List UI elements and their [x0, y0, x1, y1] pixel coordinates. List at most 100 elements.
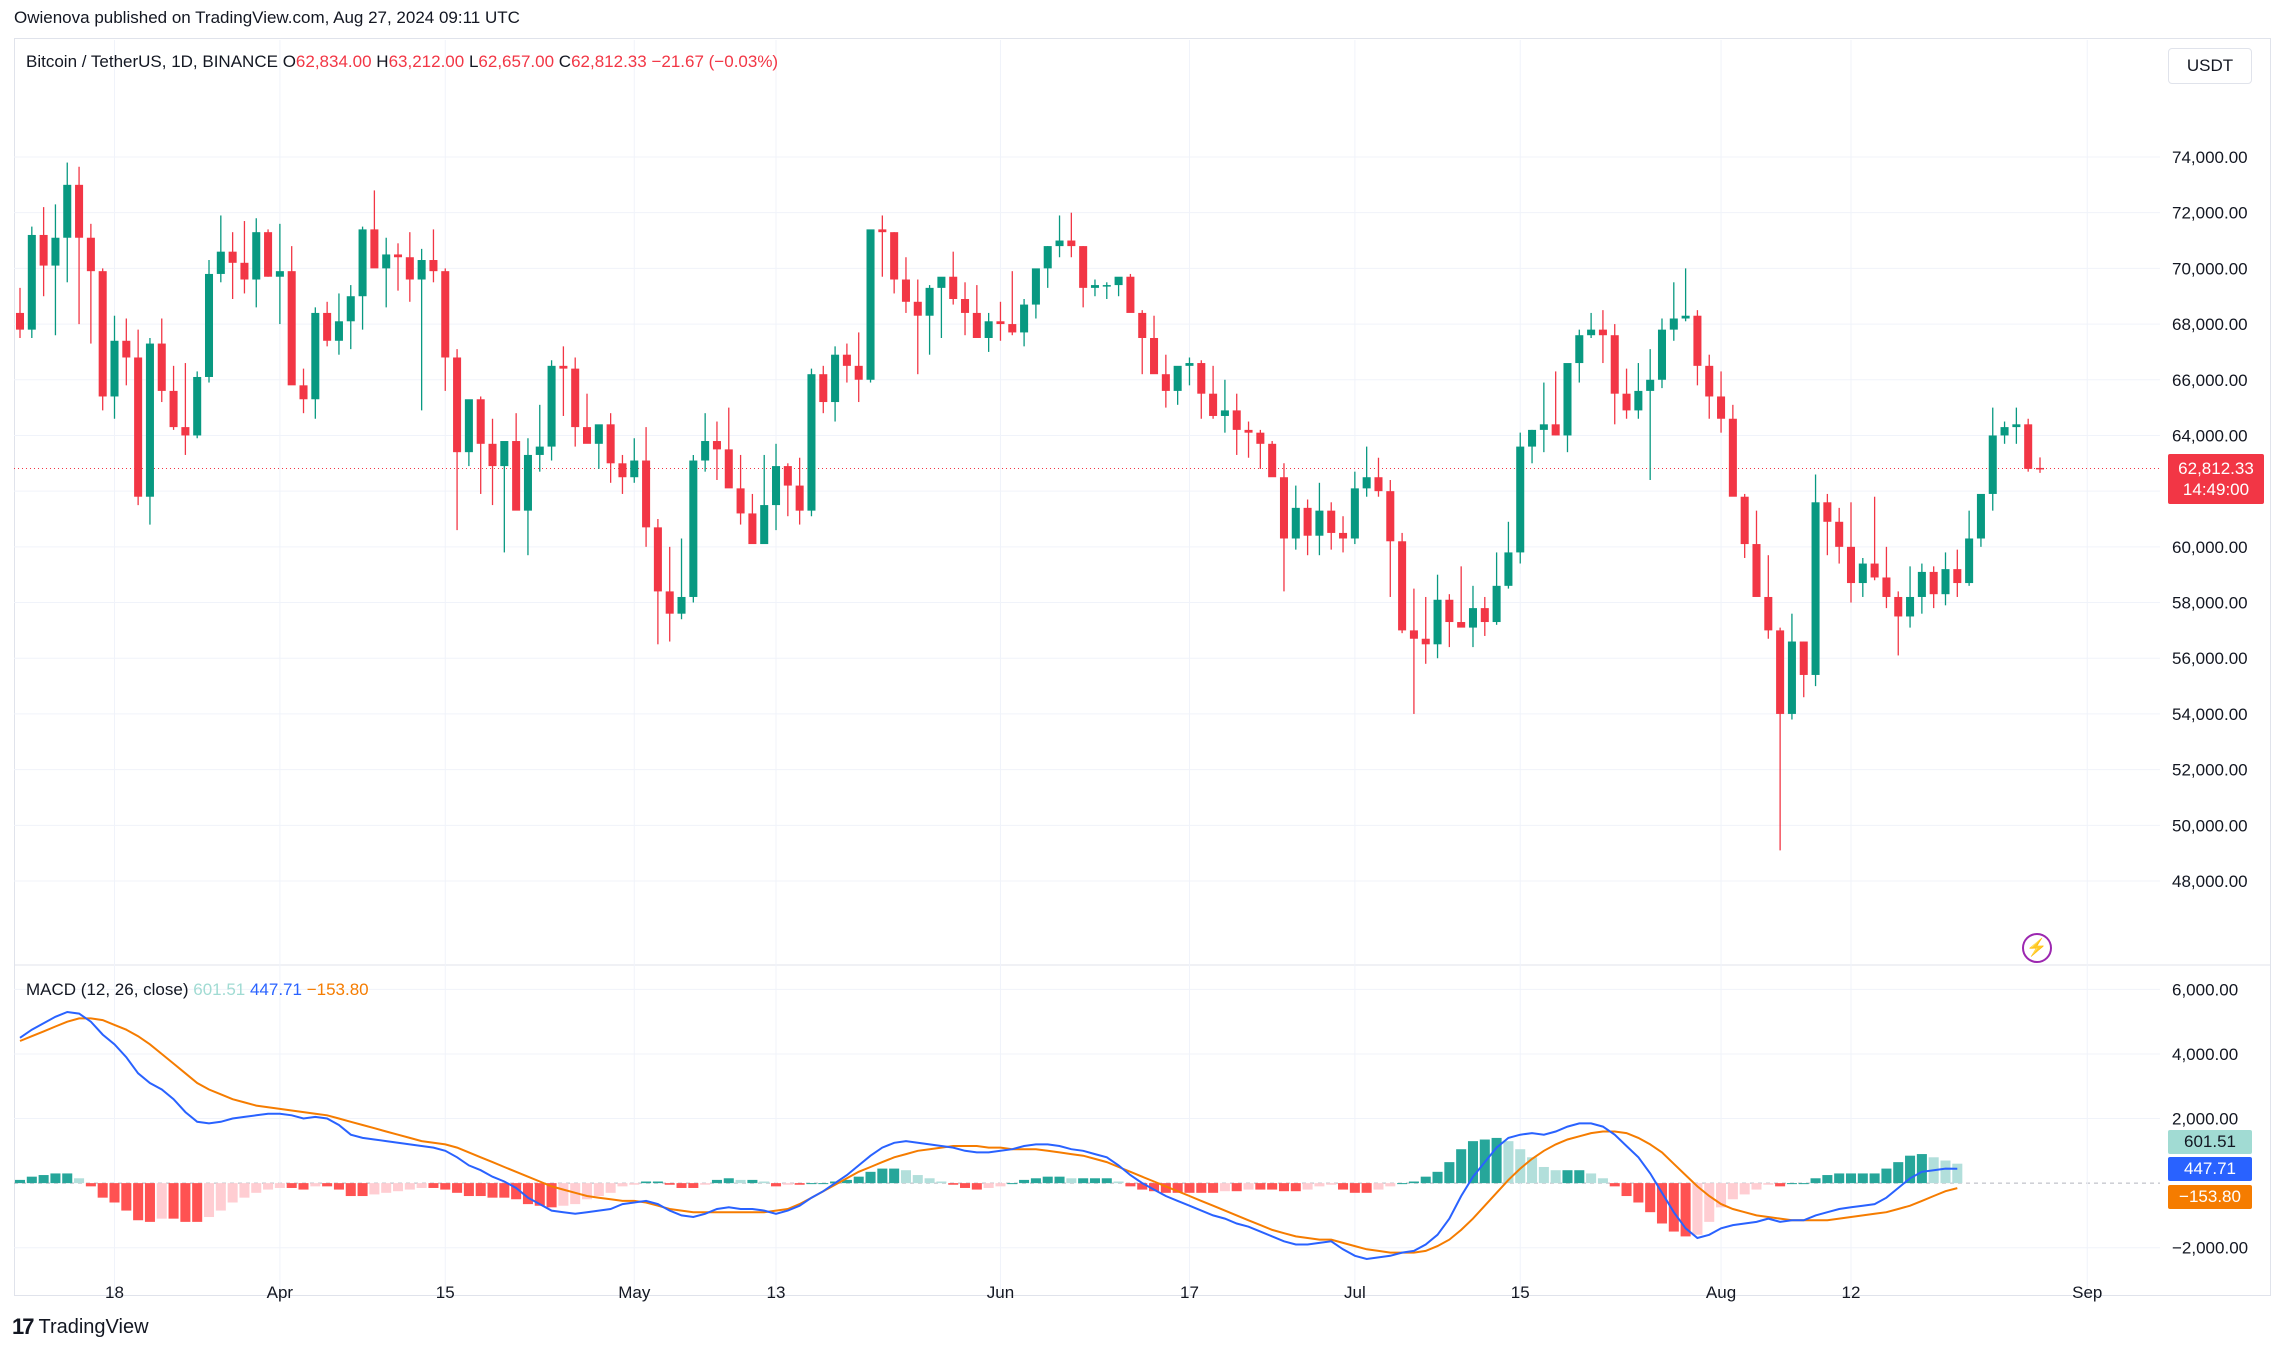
candle-body: [1504, 552, 1513, 586]
macd-histogram-bar: [1078, 1178, 1089, 1184]
macd-histogram-bar: [369, 1183, 380, 1195]
macd-histogram-bar: [1857, 1173, 1868, 1184]
candle-body: [1468, 608, 1477, 628]
macd-histogram-bar: [180, 1183, 191, 1222]
candle-body: [134, 357, 143, 497]
macd-histogram-bar: [782, 1183, 793, 1185]
macd-histogram-bar: [121, 1183, 132, 1211]
candle-body: [748, 513, 757, 545]
macd-histogram-bar: [357, 1183, 368, 1197]
tradingview-footer[interactable]: 17 TradingView: [12, 1314, 149, 1340]
macd-histogram-bar: [416, 1183, 427, 1188]
macd-histogram-bar: [1019, 1179, 1030, 1184]
candle-body: [1906, 596, 1915, 617]
candle-body: [689, 460, 698, 597]
candle-body: [39, 234, 48, 266]
macd-histogram-bar: [865, 1171, 876, 1184]
candle-body: [193, 376, 202, 436]
chart-frame: [14, 38, 2271, 1296]
candle-body: [1232, 410, 1241, 430]
candle-body: [1870, 563, 1879, 578]
macd-signal-badge: −153.80: [2168, 1185, 2252, 1209]
candle-body: [323, 312, 332, 341]
macd-title[interactable]: MACD (12, 26, close): [26, 980, 189, 999]
candle-body: [913, 301, 922, 316]
macd-histogram-bar: [192, 1183, 203, 1222]
candle-body: [819, 374, 828, 403]
macd-histogram-bar: [1775, 1183, 1786, 1187]
candle-body: [1457, 622, 1466, 628]
tradingview-brand: TradingView: [38, 1315, 149, 1338]
candle-body: [783, 466, 792, 486]
macd-histogram-bar: [1385, 1183, 1396, 1187]
lightning-icon[interactable]: ⚡: [2022, 933, 2052, 963]
macd-histogram-bar: [1125, 1183, 1136, 1187]
symbol-title[interactable]: Bitcoin / TetherUS, 1D, BINANCE: [26, 52, 278, 71]
macd-histogram-bar: [1621, 1183, 1632, 1197]
candle-body: [1657, 329, 1667, 380]
currency-button[interactable]: USDT: [2168, 48, 2252, 84]
candle-body: [1303, 507, 1312, 536]
macd-histogram-bar: [948, 1183, 959, 1185]
candle-body: [63, 184, 72, 238]
candle-body: [1551, 424, 1560, 436]
candle-body: [1835, 521, 1844, 547]
candle-body: [1031, 268, 1040, 305]
macd-histogram-bar: [1101, 1178, 1112, 1184]
macd-histogram-bar: [203, 1183, 215, 1218]
candle-body: [842, 354, 851, 366]
macd-line-value: 447.71: [249, 980, 302, 999]
price-tick-label: 52,000.00: [2172, 761, 2248, 780]
macd-tick-label: −2,000.00: [2172, 1239, 2248, 1258]
macd-histogram-bar: [1798, 1183, 1809, 1185]
macd-histogram-bar: [251, 1183, 262, 1193]
macd-histogram-bar: [298, 1183, 309, 1190]
candle-body: [594, 424, 603, 444]
high-label: H: [376, 52, 389, 71]
price-tick-label: 72,000.00: [2172, 204, 2248, 223]
candle-body: [984, 321, 993, 338]
macd-histogram-bar: [723, 1178, 734, 1184]
candle-body: [299, 385, 308, 400]
candle-body: [724, 449, 733, 489]
macd-histogram-bar: [239, 1183, 250, 1198]
macd-histogram-bar: [1066, 1178, 1077, 1184]
candle-body: [1279, 477, 1288, 539]
macd-histogram-bar: [404, 1183, 415, 1190]
candle-body: [228, 251, 237, 263]
candle-body: [712, 441, 721, 450]
candle-body: [642, 460, 651, 528]
macd-histogram-bar: [1881, 1168, 1892, 1184]
macd-tick-label: 2,000.00: [2172, 1110, 2238, 1129]
candle-body: [1020, 304, 1029, 333]
candle-body: [1965, 538, 1974, 584]
candle-body: [110, 340, 119, 397]
macd-histogram-bar: [1231, 1183, 1242, 1192]
candle-body: [807, 374, 816, 511]
macd-histogram-bar: [50, 1173, 61, 1184]
candle-body: [1126, 276, 1135, 313]
price-tick-label: 74,000.00: [2172, 148, 2248, 167]
macd-histogram-bar: [26, 1176, 37, 1184]
time-tick-label: Sep: [2072, 1283, 2102, 1302]
candle-body: [1988, 435, 1997, 494]
macd-tick-label: 4,000.00: [2172, 1045, 2238, 1064]
candle-body: [925, 287, 934, 316]
candle-body: [961, 299, 970, 313]
macd-histogram-bar: [629, 1183, 640, 1185]
macd-histogram-bar: [664, 1183, 675, 1185]
macd-histogram-bar: [1196, 1183, 1207, 1193]
candle-body: [1669, 318, 1678, 330]
macd-histogram-bar: [1160, 1183, 1171, 1193]
macd-histogram-bar: [1810, 1178, 1821, 1184]
macd-signal-value: −153.80: [306, 980, 369, 999]
candle-body: [1409, 630, 1418, 639]
macd-histogram-bar: [274, 1183, 285, 1188]
macd-histogram-bar: [109, 1183, 120, 1203]
time-tick-label: Jul: [1344, 1283, 1366, 1302]
macd-histogram-bar: [1349, 1183, 1360, 1193]
price-tick-label: 60,000.00: [2172, 538, 2248, 557]
candle-body: [476, 399, 485, 444]
macd-tick-label: 6,000.00: [2172, 980, 2238, 999]
